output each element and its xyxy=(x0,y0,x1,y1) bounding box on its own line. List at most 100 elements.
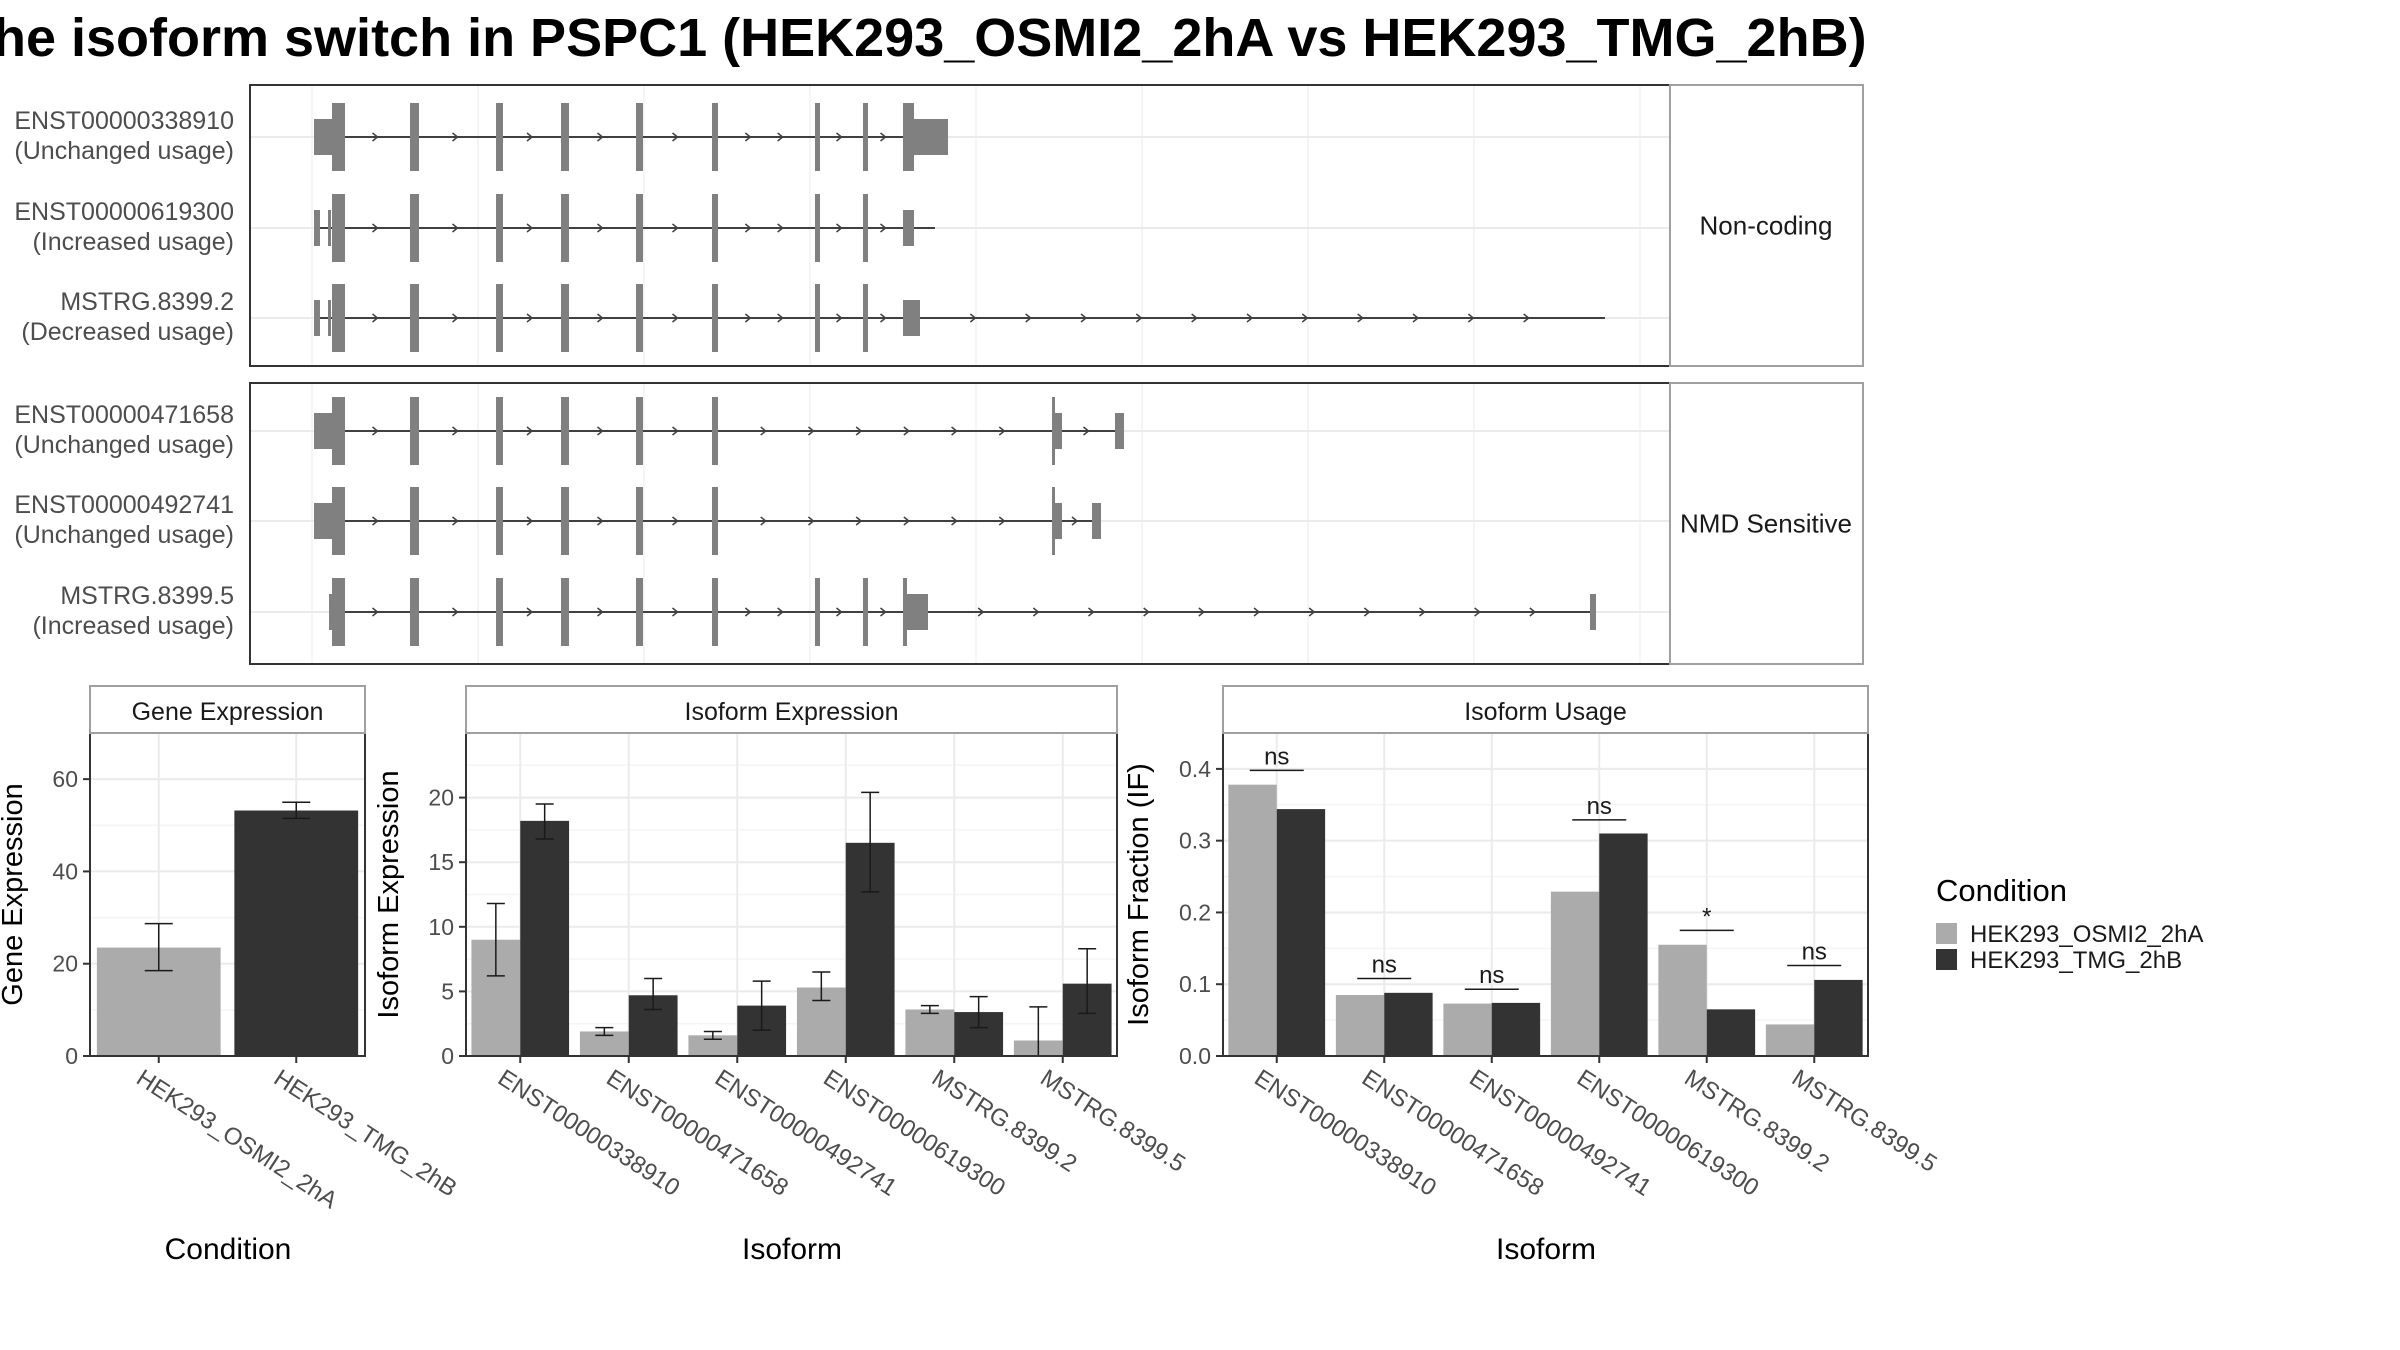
intron-direction-arrow xyxy=(998,516,1006,526)
intron-direction-arrow xyxy=(1357,313,1364,323)
exon-block xyxy=(863,284,868,352)
bar-HEK293_OSMI2_2hA xyxy=(688,1035,738,1056)
exon-block xyxy=(314,300,320,336)
intron-direction-arrow xyxy=(880,132,887,142)
intron-direction-arrow xyxy=(744,132,752,142)
y-tick-label: 0.1 xyxy=(1179,971,1211,997)
exon-block xyxy=(903,578,907,646)
exon-block xyxy=(712,284,718,352)
panel-title: Gene Expression xyxy=(132,698,324,726)
exon-block xyxy=(561,103,569,171)
intron-direction-arrow xyxy=(836,132,843,142)
intron-direction-arrow xyxy=(777,223,784,233)
intron-direction-arrow xyxy=(372,516,379,526)
exon-block xyxy=(561,397,569,465)
intron-direction-arrow xyxy=(372,607,379,617)
intron-direction-arrow xyxy=(597,426,604,436)
intron-direction-arrow xyxy=(1467,313,1475,323)
structure-plot-bg xyxy=(250,85,1670,366)
bar-HEK293_OSMI2_2hA xyxy=(1658,944,1707,1056)
y-tick-label: 5 xyxy=(441,978,454,1004)
intron-direction-arrow xyxy=(880,313,887,323)
exon-block xyxy=(561,578,569,646)
y-tick-label: 60 xyxy=(52,766,78,792)
intron-direction-arrow xyxy=(760,516,767,526)
transcript-status-label: (Unchanged usage) xyxy=(14,521,234,549)
exon-block xyxy=(496,103,503,171)
y-tick-label: 0.0 xyxy=(1179,1043,1211,1069)
exon-block xyxy=(1052,397,1055,465)
x-tick-label: ENST00000338910 xyxy=(1249,1064,1441,1201)
exon-block xyxy=(712,487,718,555)
exon-block xyxy=(410,397,419,465)
x-tick-label: ENST00000619300 xyxy=(1572,1064,1764,1201)
transcript-status-label: (Decreased usage) xyxy=(21,318,234,346)
panel-strip xyxy=(465,685,1118,734)
transcript-id-label: ENST00000471658 xyxy=(14,401,234,429)
intron-direction-arrow xyxy=(452,607,459,617)
significance-label: ns xyxy=(1587,793,1612,820)
exon-block xyxy=(636,487,643,555)
legend-swatch xyxy=(1936,923,1957,944)
y-tick-label: 40 xyxy=(52,858,78,884)
exon-block xyxy=(914,300,920,336)
intron-direction-arrow xyxy=(1246,313,1254,323)
transcript-id-label: ENST00000619300 xyxy=(14,198,234,226)
intron-direction-arrow xyxy=(597,132,604,142)
intron-direction-arrow xyxy=(1135,313,1143,323)
exon-block xyxy=(410,578,419,646)
legend-item-label: HEK293_OSMI2_2hA xyxy=(1970,921,2203,948)
intron-direction-arrow xyxy=(1191,313,1198,323)
intron-direction-arrow xyxy=(672,607,679,617)
intron-direction-arrow xyxy=(597,223,604,233)
transcript-status-label: (Unchanged usage) xyxy=(14,137,234,165)
intron-direction-arrow xyxy=(372,132,379,142)
exon-block xyxy=(712,194,718,262)
intron-direction-arrow xyxy=(807,426,815,436)
intron-direction-arrow xyxy=(1088,607,1095,617)
exon-block xyxy=(636,284,643,352)
exon-block xyxy=(332,103,345,171)
exon-block xyxy=(636,194,643,262)
transcript-status-label: (Increased usage) xyxy=(32,228,234,256)
intron-direction-arrow xyxy=(672,313,679,323)
intron-direction-arrow xyxy=(1032,607,1040,617)
intron-direction-arrow xyxy=(372,313,379,323)
exon-block xyxy=(332,487,345,555)
exon-block xyxy=(636,578,643,646)
exon-block xyxy=(815,194,820,262)
y-tick-label: 0 xyxy=(441,1043,454,1069)
exon-block xyxy=(410,487,419,555)
y-axis-title: Gene Expression xyxy=(0,783,29,1005)
x-tick-label: ENST00000619300 xyxy=(818,1064,1010,1201)
intron-direction-arrow xyxy=(526,607,534,617)
intron-direction-arrow xyxy=(903,516,911,526)
intron-direction-arrow xyxy=(855,426,863,436)
intron-direction-arrow xyxy=(969,313,977,323)
exon-block xyxy=(496,397,503,465)
y-tick-label: 0.3 xyxy=(1179,828,1211,854)
exon-block xyxy=(636,103,643,171)
intron-direction-arrow xyxy=(1143,607,1150,617)
intron-direction-arrow xyxy=(372,426,379,436)
intron-direction-arrow xyxy=(1253,607,1261,617)
significance-label: ns xyxy=(1264,743,1289,770)
exon-block xyxy=(903,210,914,246)
intron-direction-arrow xyxy=(903,426,911,436)
intron-direction-arrow xyxy=(672,426,679,436)
intron-direction-arrow xyxy=(672,516,679,526)
bar-HEK293_OSMI2_2hA xyxy=(1550,891,1600,1056)
intron-direction-arrow xyxy=(744,223,752,233)
intron-direction-arrow xyxy=(951,516,958,526)
exon-block xyxy=(712,397,718,465)
y-tick-label: 0 xyxy=(65,1043,78,1069)
exon-block xyxy=(332,578,345,646)
exon-block xyxy=(815,578,820,646)
x-tick-label: ENST00000338910 xyxy=(493,1064,685,1201)
exon-block xyxy=(496,487,503,555)
exon-block xyxy=(314,210,320,246)
exon-block xyxy=(914,119,948,155)
intron-direction-arrow xyxy=(1363,607,1371,617)
intron-direction-arrow xyxy=(1198,607,1206,617)
structure-group-strip xyxy=(1669,382,1864,665)
